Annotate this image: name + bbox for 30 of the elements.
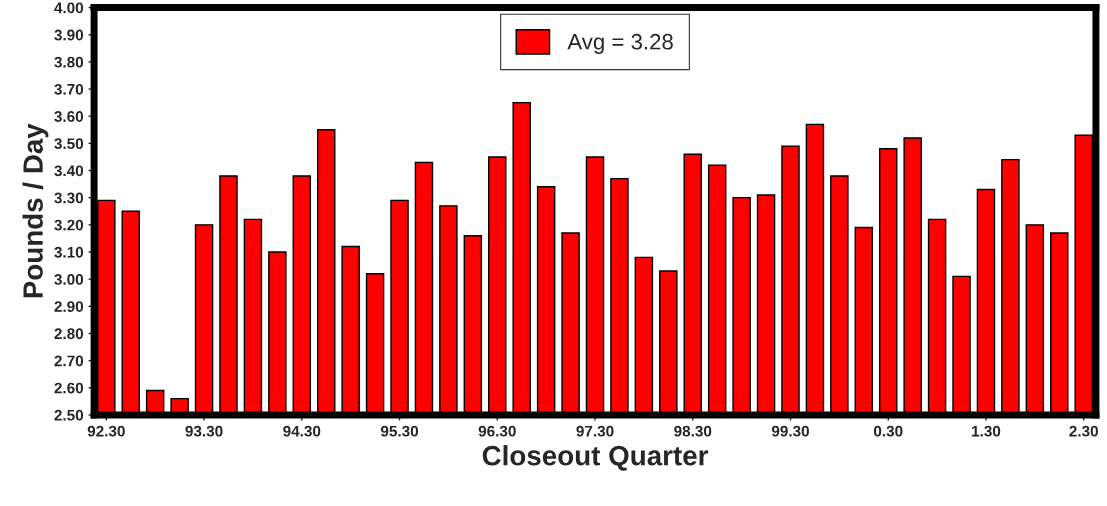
- y-tick-label: 3.20: [54, 219, 84, 231]
- x-axis-title: Closeout Quarter: [482, 445, 709, 471]
- y-tick-label: 2.70: [54, 355, 84, 367]
- x-tick-label: 0.30: [873, 425, 903, 437]
- y-tick-label: 2.50: [54, 409, 84, 421]
- y-tick-label: 3.00: [54, 274, 84, 285]
- x-tick-label: 93.30: [185, 425, 223, 437]
- x-tick-label: 98.30: [674, 425, 712, 437]
- x-tick-label: 99.30: [771, 425, 809, 437]
- y-axis-title: Pounds / Day: [22, 123, 49, 298]
- y-tick-label: 4.00: [54, 2, 84, 14]
- y-tick-label: 2.80: [54, 328, 84, 340]
- y-tick-label: 3.70: [54, 83, 84, 95]
- x-tick-label: 95.30: [380, 425, 419, 437]
- x-tick-label: 97.30: [576, 425, 614, 437]
- y-tick-label: 3.80: [54, 56, 84, 68]
- x-tick-label: 94.30: [283, 425, 321, 437]
- y-tick-label: 3.40: [54, 165, 84, 177]
- y-tick-label: 3.30: [54, 192, 84, 204]
- y-tick-label: 3.10: [54, 246, 84, 258]
- x-tick-label: 1.30: [972, 425, 1001, 437]
- y-tick-label: 3.90: [54, 29, 84, 41]
- y-tick-label: 2.90: [54, 301, 84, 312]
- x-tick-label: 92.30: [87, 425, 125, 437]
- x-tick-label: 96.30: [478, 425, 516, 437]
- y-tick-label: 2.60: [54, 382, 84, 394]
- y-tick-label: 3.50: [54, 138, 84, 150]
- legend-label: Avg = 3.28: [567, 33, 673, 54]
- x-tick-label: 2.30: [1069, 425, 1098, 437]
- y-tick-label: 3.60: [54, 111, 84, 122]
